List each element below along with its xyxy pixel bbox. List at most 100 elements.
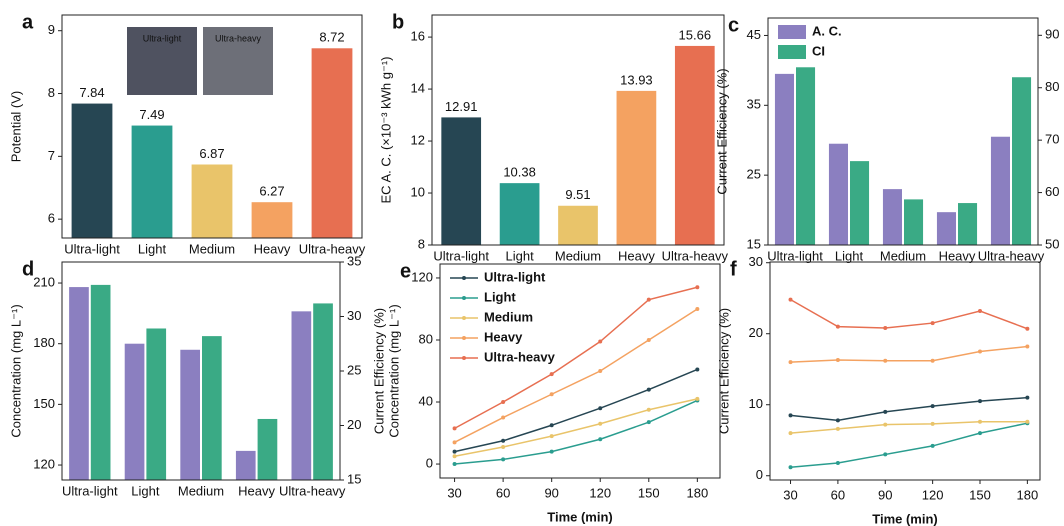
point [789, 298, 793, 302]
point [550, 450, 554, 454]
panel-letter: b [392, 11, 404, 33]
y-tick-label: 40 [419, 393, 433, 408]
y-axis-label: Current Efficiency (%) [371, 308, 386, 434]
bar [180, 350, 200, 480]
point [647, 420, 651, 424]
x-tick-label: Ultra-light [62, 483, 118, 498]
point [550, 423, 554, 427]
point [453, 450, 457, 454]
y2-tick-label: 50 [1045, 236, 1059, 251]
x-tick-label: Ultra-light [64, 241, 120, 256]
legend-label: CI [812, 43, 825, 58]
y-tick-label: 25 [747, 167, 761, 182]
y-tick-label: 30 [749, 254, 763, 269]
point [978, 309, 982, 313]
x-tick-label: 120 [589, 485, 611, 500]
legend-label: Medium [484, 309, 533, 324]
bar [252, 202, 293, 238]
y-tick-label: 10 [749, 396, 763, 411]
y-tick-label: 180 [33, 335, 55, 350]
point [550, 372, 554, 376]
line [791, 398, 1028, 421]
x-tick-label: Light [835, 248, 864, 263]
legend-label: A. C. [812, 23, 842, 38]
line [455, 399, 698, 456]
x-tick-label: Medium [178, 483, 224, 498]
point [931, 404, 935, 408]
point [453, 440, 457, 444]
y-tick-label: 0 [756, 467, 763, 482]
bar [796, 67, 815, 245]
point [931, 422, 935, 426]
y2-tick-label: 25 [347, 362, 361, 377]
y-tick-label: 120 [411, 269, 433, 284]
y-tick-label: 20 [749, 325, 763, 340]
y2-tick-label: 60 [1045, 184, 1059, 199]
bar [937, 212, 956, 245]
point [647, 408, 651, 412]
y-axis-label: Concentration (mg L⁻¹) [386, 304, 401, 437]
line [455, 369, 698, 451]
y-axis-label: Concentration (mg L⁻¹) [8, 304, 23, 437]
y-tick-label: 12 [411, 132, 425, 147]
y-tick-label: 35 [747, 97, 761, 112]
y2-tick-label: 15 [347, 471, 361, 486]
point [598, 369, 602, 373]
x-tick-label: 120 [922, 487, 944, 502]
point [883, 359, 887, 363]
point [978, 431, 982, 435]
bar [958, 203, 977, 245]
x-tick-label: 180 [686, 485, 708, 500]
x-tick-label: 150 [969, 487, 991, 502]
point [789, 413, 793, 417]
y-tick-label: 6 [48, 211, 55, 226]
bar [850, 161, 869, 245]
value-label: 15.66 [679, 27, 712, 42]
x-tick-label: Ultra-light [433, 248, 489, 263]
y2-tick-label: 35 [347, 253, 361, 268]
value-label: 6.27 [259, 184, 284, 199]
point [978, 399, 982, 403]
point [931, 359, 935, 363]
point [836, 461, 840, 465]
y-tick-label: 120 [33, 456, 55, 471]
point [978, 420, 982, 424]
bar [441, 117, 481, 245]
point [550, 434, 554, 438]
line [455, 400, 698, 464]
y-tick-label: 15 [747, 236, 761, 251]
plot-frame [770, 262, 1040, 480]
point [695, 397, 699, 401]
y-tick-label: 8 [418, 236, 425, 251]
x-tick-label: 180 [1017, 487, 1039, 502]
legend-marker [462, 336, 466, 340]
bar [617, 91, 657, 245]
x-tick-label: Light [138, 241, 167, 256]
bar [125, 344, 145, 480]
bar [202, 336, 222, 480]
point [883, 423, 887, 427]
point [1025, 396, 1029, 400]
x-tick-label: Medium [189, 241, 235, 256]
y2-tick-label: 80 [1045, 79, 1059, 94]
x-tick-label: 30 [783, 487, 797, 502]
point [598, 340, 602, 344]
panel-letter: f [730, 258, 737, 280]
legend-marker [462, 316, 466, 320]
legend-swatch [778, 45, 806, 59]
point [1025, 327, 1029, 331]
x-tick-label: 30 [447, 485, 461, 500]
y-tick-label: 14 [411, 81, 425, 96]
x-tick-label: 60 [496, 485, 510, 500]
bar [292, 311, 312, 480]
value-label: 8.72 [319, 30, 344, 45]
panel-letter: a [22, 11, 34, 33]
point [598, 437, 602, 441]
y-tick-label: 210 [33, 274, 55, 289]
legend-label: Light [484, 289, 516, 304]
y-tick-label: 8 [48, 85, 55, 100]
value-label: 7.49 [139, 107, 164, 122]
